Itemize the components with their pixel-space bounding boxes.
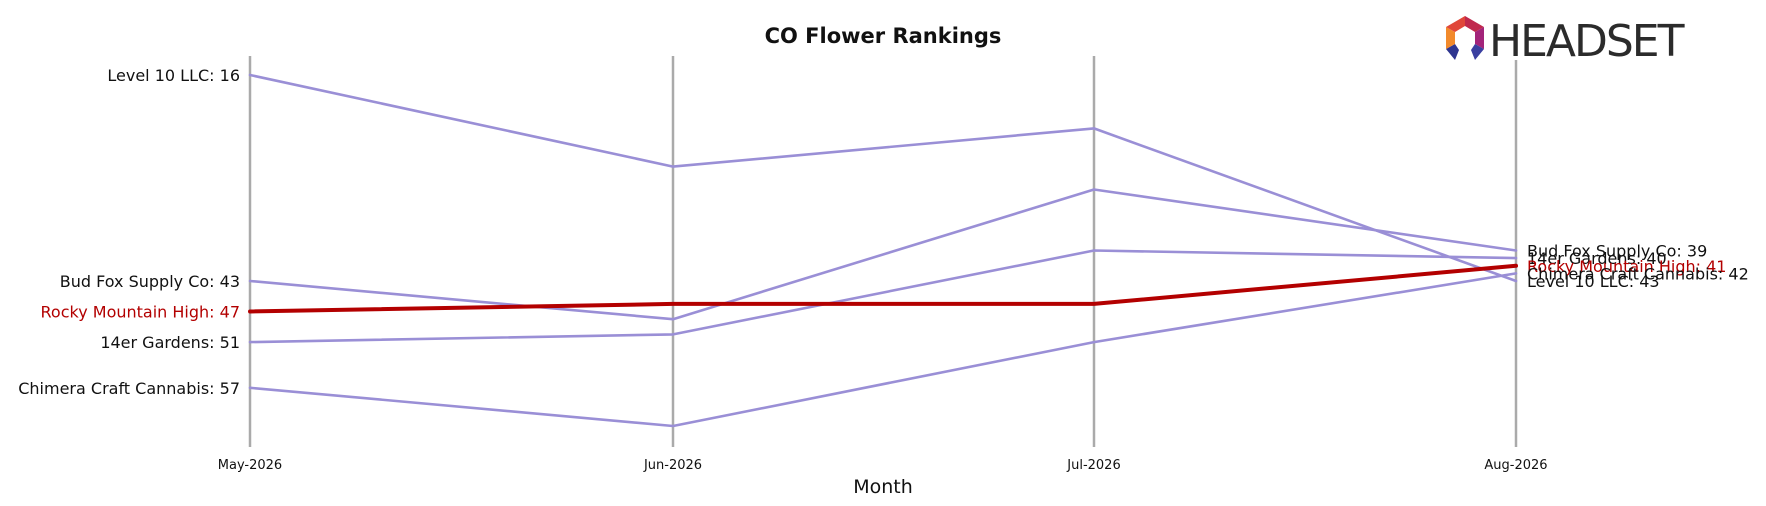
headset-logo: HEADSET [1446,16,1687,67]
series-lines [248,73,1518,428]
x-tick-label: Jun-2026 [643,458,702,473]
x-ticks: May-2026 Jun-2026 Jul-2026 Aug-2026 [218,458,1548,473]
series-line [248,249,1518,344]
month-axes [248,56,1518,447]
x-axis-label: Month [853,476,913,498]
right-series-label: Rocky Mountain High: 41 [1527,257,1726,276]
x-tick-label: Jul-2026 [1066,458,1120,473]
x-tick-label: May-2026 [218,458,282,473]
left-series-label: Rocky Mountain High: 47 [41,303,240,322]
x-tick-label: Aug-2026 [1484,458,1547,473]
right-series-label: Bud Fox Supply Co: 39 [1527,242,1707,261]
series-line [248,73,1518,283]
chart-title: CO Flower Rankings [765,24,1002,48]
series-line [248,188,1518,321]
series-line [248,272,1518,428]
left-labels: Level 10 LLC: 16 Bud Fox Supply Co: 43 Roc… [18,66,240,398]
logo-text: HEADSET [1489,16,1685,67]
series-line [248,263,1518,314]
right-series-label: Level 10 LLC: 43 [1527,272,1660,291]
left-series-label: 14er Gardens: 51 [100,333,240,352]
right-series-label: 14er Gardens: 40 [1527,249,1667,268]
left-series-label: Level 10 LLC: 16 [107,66,240,85]
left-series-label: Chimera Craft Cannabis: 57 [18,379,240,398]
right-series-label: Chimera Craft Cannabis: 42 [1527,264,1749,283]
headset-hexagon-icon [1446,16,1484,60]
left-series-label: Bud Fox Supply Co: 43 [60,272,240,291]
